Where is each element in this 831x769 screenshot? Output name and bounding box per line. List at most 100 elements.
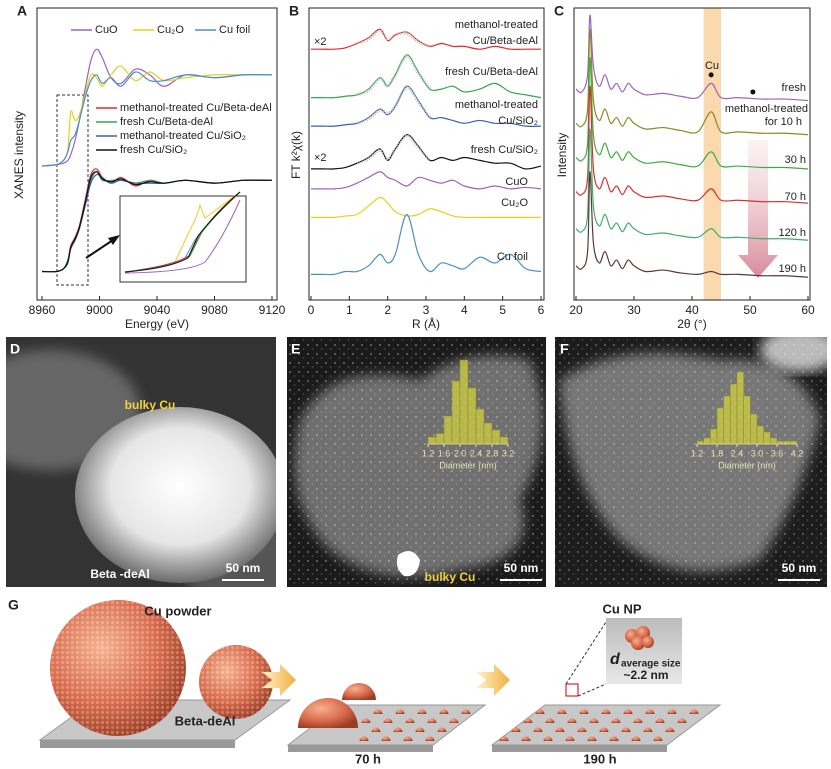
series-label: methanol-treated [455,19,538,31]
cu-dome [523,718,533,723]
x-tick-label: 9080 [201,303,228,317]
histogram-bar [491,429,501,445]
x-tick-label: 9000 [86,303,113,317]
annotation: ×2 [314,36,327,48]
histogram-bar [451,380,461,445]
cu-dome [689,709,699,714]
x-tick-label: 30 [627,303,641,317]
series-label: Cu/Beta-deAl [473,35,538,47]
x-tick-label: 3.6 [771,448,784,458]
texture [199,645,273,719]
cu-dome [633,718,643,723]
fit-line [356,134,431,165]
x-tick-label: 6 [538,303,545,317]
histogram-bar [750,413,758,445]
annotation: ×2 [314,152,327,164]
series-label: 190 h [778,263,806,275]
cu-dome [579,709,589,714]
panel-label: A [17,3,27,19]
legend-label: Cu foil [219,24,250,36]
x-tick-label: 1.2 [422,448,435,458]
scale-label: 50 nm [504,561,539,575]
x-tick-label: 40 [685,303,699,317]
x-tick-label: 9120 [259,303,286,317]
histogram-bar [703,437,711,445]
support-edge [492,745,667,752]
series-label: for 10 h [765,116,802,128]
y-axis-label: Intensity [555,133,569,178]
cu-dome [395,709,405,714]
histogram-bar [459,359,469,445]
series-line [575,57,809,170]
legend-label: fresh Cu/SiO₂ [120,144,187,156]
series-line [41,171,273,273]
series-line [311,134,542,170]
zoom-line [565,621,607,685]
x-tick-label: 3.0 [751,448,764,458]
cu-dome [439,709,449,714]
cu-dome [565,736,575,741]
legend-label: Cu₂O [157,24,184,36]
series-line [41,71,273,167]
cu-dome [643,727,653,732]
legend-label: methanol-treated Cu/SiO₂ [120,130,246,142]
histogram-bar [427,436,437,445]
arrowhead [108,235,120,245]
histogram-bar [499,436,509,445]
cu-dome [437,727,447,732]
cu-dome [545,718,555,723]
x-tick-label: 4.2 [791,448,804,458]
series-line [311,196,541,219]
cu-dome [342,683,376,700]
y-axis-label: FT k²χ(k) [289,131,303,179]
x-tick-label: 1.8 [711,448,724,458]
label: Beta-deAl [175,713,236,728]
cu-dome [611,718,621,723]
histogram-bar [710,428,718,445]
series-label: fresh Cu/Beta-deAl [445,66,538,78]
x-tick-label: 3.2 [502,448,515,458]
x-axis-label: Diameter (nm) [718,460,776,470]
cu-dome [393,727,403,732]
inset-curves [124,191,241,274]
highlight-band [703,8,721,300]
cu-dome [667,709,677,714]
series-line [575,171,809,278]
series-line [575,128,809,241]
x-tick-label: 2.8 [486,448,499,458]
texture [50,600,186,736]
label: bulky Cu [125,398,176,412]
cu-dome [403,736,413,741]
label: 70 h [355,751,381,766]
series-label: Cu₂O [501,197,528,209]
annotation: Cu [705,60,719,72]
series-line [311,171,542,190]
series-label: 30 h [785,154,806,166]
panel-label: B [289,3,299,19]
histogram-bar [756,425,764,445]
cu-dome [405,718,415,723]
cu-dome [599,727,609,732]
cu-dome [609,736,619,741]
histogram-bar [723,395,731,445]
cu-dome [521,736,531,741]
cu-dome [631,736,641,741]
cu-dome [645,709,655,714]
series-label: CuO [505,176,528,188]
cu-dome [298,698,358,728]
legend-label: CuO [95,24,118,36]
x-tick-label: 2.4 [731,448,744,458]
x-axis-label: 2θ (°) [677,317,706,331]
legend-label: methanol-treated Cu/Beta-deAl [120,102,272,114]
panel-label: D [10,341,20,357]
x-tick-label: 1.2 [691,448,704,458]
x-tick-label: 1.6 [438,448,451,458]
cu-dome [665,727,675,732]
micrograph-f [555,337,827,587]
histogram-bar [730,383,738,445]
x-tick-label: 1 [346,303,353,317]
inset [119,195,247,283]
cu-dome [381,736,391,741]
histogram-bar [696,440,704,445]
phase-marker [708,72,714,78]
